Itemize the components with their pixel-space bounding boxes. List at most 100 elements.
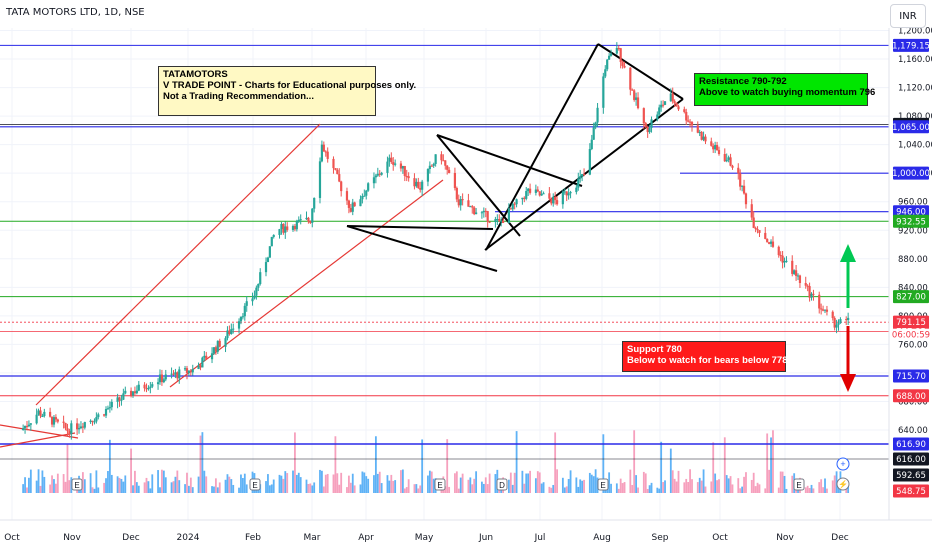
candle-body (255, 287, 258, 296)
volume-bar (81, 472, 84, 493)
candle-body (251, 298, 254, 302)
candle-body (380, 172, 383, 175)
marker-box (434, 478, 446, 491)
volume-bar (413, 484, 416, 493)
volume-bar (55, 483, 57, 493)
volume-bar (473, 478, 476, 493)
volume-bar (685, 478, 688, 493)
y-tick-label: 640.00 (898, 426, 928, 436)
volume-bar (432, 478, 435, 493)
candle-body (602, 76, 605, 108)
lightning-circle (836, 477, 850, 491)
candle-body (675, 102, 678, 107)
candle-body (413, 178, 416, 187)
volume-bar (286, 473, 289, 493)
candle-body (791, 260, 794, 274)
candle-body (253, 295, 256, 299)
earnings-marker: E (249, 478, 261, 491)
volume-bar (723, 437, 726, 493)
currency-button[interactable]: INR (890, 4, 926, 28)
volume-bar (184, 484, 186, 493)
candle-body (442, 160, 445, 162)
candle-body (777, 246, 780, 256)
trendline (485, 43, 599, 251)
volume-bar (507, 479, 510, 493)
x-tick-label: Sep (652, 533, 669, 543)
x-tick-label: Aug (593, 533, 611, 543)
price-tag-bg (893, 38, 929, 52)
volume-bar (164, 477, 167, 493)
price-tag-label: 1,000.00 (892, 169, 930, 179)
price-tag-label: 1,179.15 (892, 41, 930, 51)
candle-body (162, 379, 165, 383)
candle-body (434, 154, 437, 164)
candle-body (187, 370, 191, 373)
candle-body (683, 109, 686, 112)
volume-bar (739, 488, 742, 493)
x-tick-label: Jul (534, 533, 546, 543)
volume-bar (405, 487, 408, 493)
candle-body (70, 423, 73, 435)
volume-bar (623, 482, 626, 493)
candle-body (237, 321, 241, 329)
candle-body (825, 309, 829, 312)
volume-bar (525, 473, 528, 493)
volume-bar (752, 472, 755, 493)
price-tag: 1,000.00 (892, 166, 930, 180)
volume-bar (712, 442, 715, 493)
volume-bar (400, 470, 402, 493)
volume-bar (590, 474, 593, 493)
candle-body (785, 260, 788, 262)
candle-body (661, 104, 665, 106)
candle-body (365, 190, 368, 196)
candle-body (212, 347, 216, 354)
candle-body (97, 414, 100, 418)
volume-bar (768, 469, 771, 493)
volume-bar (718, 479, 720, 493)
volume-bar (511, 484, 514, 493)
volume-bar (488, 473, 491, 493)
volume-bar (299, 477, 302, 493)
candle-body (56, 419, 59, 422)
candle-body (621, 62, 624, 66)
candle-body (555, 200, 559, 205)
candle-body (216, 340, 219, 352)
volume-bar (340, 472, 343, 493)
volume-bar (417, 488, 420, 493)
candle-body (353, 202, 356, 207)
volume-bar (93, 488, 96, 493)
volume-bar (481, 481, 483, 493)
candle-body (37, 410, 40, 415)
candle-body (259, 272, 262, 284)
volume-bar (818, 482, 821, 493)
lightning-glyph: ⚡ (838, 479, 848, 489)
candle-body (376, 173, 379, 176)
candle-body (286, 226, 289, 230)
volume-bar (662, 482, 664, 493)
volume-bar (729, 476, 732, 493)
marker-box (496, 478, 508, 491)
volume-bar (581, 480, 584, 493)
volume-bar (56, 473, 59, 493)
volume-bar (176, 470, 179, 493)
volume-bar (322, 486, 325, 493)
volume-bar (226, 474, 229, 493)
volume-bar (444, 486, 447, 493)
volume-bar (37, 469, 40, 493)
candle-body (338, 174, 341, 182)
price-tag-bg (893, 452, 929, 466)
candle-body (717, 150, 721, 155)
volume-bar (216, 487, 219, 493)
candle-body (309, 221, 312, 223)
candle-body (102, 414, 106, 416)
volume-bar (675, 481, 678, 493)
candle-body (696, 125, 699, 133)
candle-body (39, 410, 42, 417)
candle-body (650, 119, 653, 128)
candle-body (359, 199, 362, 207)
volume-bar (482, 483, 485, 493)
candle-body (388, 157, 391, 162)
candle-body (405, 175, 408, 177)
volume-bar (218, 482, 221, 493)
